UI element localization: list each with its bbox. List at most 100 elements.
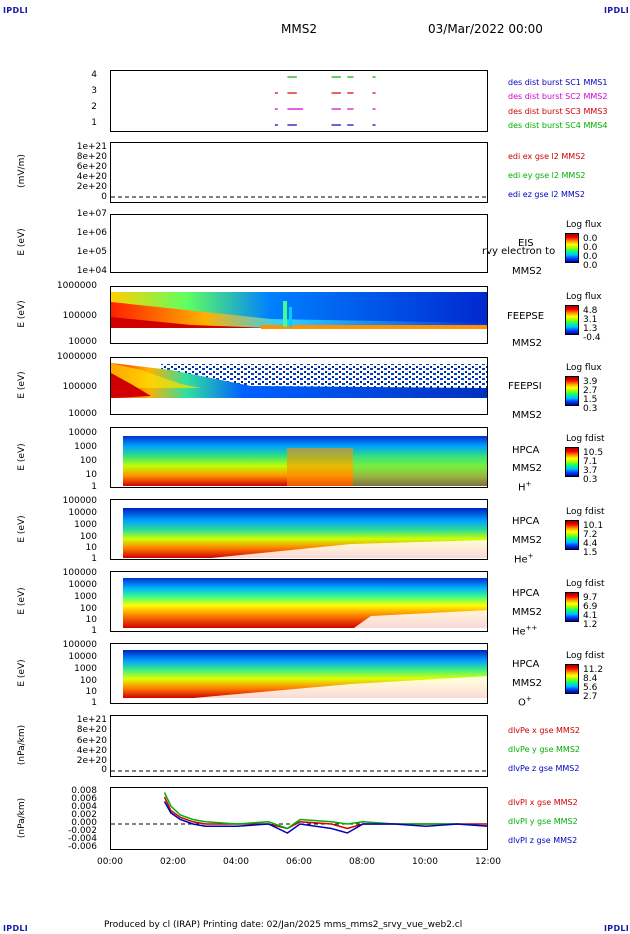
hpca-he1-cb-v3: 1.5	[583, 548, 598, 558]
dlvpe-tick-2: 6e+20	[76, 736, 107, 746]
dlvpi-plot	[111, 792, 487, 834]
feepsi-label: FEEPSI	[508, 381, 542, 392]
dlvpi-legend-y: dlvPI y gse MMS2	[508, 817, 578, 826]
hpca-he2-tick-5: 1	[91, 626, 97, 636]
feepse-ylabel: E (eV)	[17, 300, 27, 328]
hpca-he2-tick-4: 10	[85, 615, 97, 625]
corner-label-top-left: IPDLI	[3, 6, 29, 15]
hpca-o-tick-4: 10	[85, 687, 97, 697]
feepsi-cb-v2: 1.5	[583, 395, 598, 405]
hpca-he1-species-name: He	[514, 554, 528, 566]
hpca-o-cb-v2: 5.6	[583, 683, 598, 693]
burst-legend-1: des dist burst SC1 MMS1	[508, 78, 608, 87]
dlvpi-legend-z: dlvPI z gse MMS2	[508, 836, 578, 845]
dlvpi-tick-2: 0.004	[71, 802, 97, 812]
edi-tick-1: 8e+20	[76, 152, 107, 162]
hpca-he2-cb-v2: 4.1	[583, 611, 598, 621]
hpca-he2-charge: ++	[525, 624, 538, 632]
panel-hpca-h	[110, 427, 488, 488]
panel-hpca-he1	[110, 499, 488, 560]
dlvpe-tick-5: 0	[101, 765, 107, 775]
hpca-he1-label: HPCA	[512, 516, 540, 527]
hpca-o-tick-0: 100000	[62, 640, 97, 650]
burst-legend-3: des dist burst SC3 MMS3	[508, 107, 608, 116]
feepsi-cb-v3: 0.3	[583, 404, 598, 414]
eis-tick-0: 1e+07	[76, 209, 107, 219]
hpca-he1-cb-v1: 7.2	[583, 530, 598, 540]
dlvpi-tick-4: 0.000	[71, 818, 97, 828]
dlvpi-tick-3: 0.002	[71, 810, 97, 820]
dlvpi-tick-0: 0.008	[71, 786, 97, 796]
hpca-he2-label: HPCA	[512, 588, 540, 599]
feepsi-spectrogram	[111, 358, 487, 414]
eis-tick-1: 1e+06	[76, 228, 107, 238]
hpca-h-spacecraft: MMS2	[512, 463, 542, 474]
hpca-o-spacecraft: MMS2	[512, 678, 542, 689]
dlvpe-legend-y: dlvPe y gse MMS2	[508, 745, 580, 754]
hpca-he1-cb-title: Log fdist	[566, 507, 605, 517]
hpca-h-tick-3: 10	[85, 470, 97, 480]
feepse-tick-1: 100000	[62, 311, 97, 321]
feepsi-cb-v1: 2.7	[583, 386, 598, 396]
edi-tick-4: 2e+20	[76, 182, 107, 192]
dlvpi-tick-5: -0.002	[67, 826, 97, 836]
feepse-cb-v1: 3.1	[583, 315, 598, 325]
feepse-cb-v2: 1.3	[583, 324, 598, 334]
dlvpi-tick-6: -0.004	[67, 834, 97, 844]
hpca-he2-tick-0: 100000	[62, 568, 97, 578]
feepse-cb-title: Log flux	[566, 292, 602, 302]
hpca-he2-tick-1: 10000	[68, 580, 97, 590]
hpca-o-charge: +	[525, 695, 532, 703]
hpca-he1-tick-5: 1	[91, 554, 97, 564]
hpca-h-tick-2: 100	[79, 456, 97, 466]
hpca-o-label: HPCA	[512, 659, 540, 670]
hpca-o-colorbar	[565, 664, 579, 694]
hpca-he2-cb-v0: 9.7	[583, 593, 598, 603]
eis-tick-3: 1e+04	[76, 266, 107, 276]
panel-burst	[110, 70, 488, 132]
burst-tick-4: 4	[91, 70, 97, 80]
hpca-he1-colorbar	[565, 520, 579, 550]
hpca-o-cb-v0: 11.2	[583, 665, 604, 675]
hpca-o-cb-title: Log fdist	[566, 651, 605, 661]
hpca-o-spectrogram	[111, 650, 487, 702]
feepse-cb-v0: 4.8	[583, 306, 598, 316]
hpca-o-tick-2: 1000	[74, 664, 97, 674]
dlvpi-tick-7: -0.006	[67, 842, 97, 852]
feepse-tick-2: 10000	[68, 337, 97, 347]
eis-tick-2: 1e+05	[76, 247, 107, 257]
edi-ylabel: (mV/m)	[17, 154, 27, 188]
hpca-he2-tick-3: 100	[79, 604, 97, 614]
feepsi-cb-title: Log flux	[566, 363, 602, 373]
panel-feepsi	[110, 357, 488, 415]
feepse-cb-v3: -0.4	[583, 333, 601, 343]
edi-legend-z: edi ez gse l2 MMS2	[508, 190, 585, 199]
hpca-he2-spacecraft: MMS2	[512, 607, 542, 618]
eis-cb-v2: 0.0	[583, 252, 598, 262]
hpca-he1-species: He+	[514, 552, 534, 565]
burst-legend-4: des dist burst SC4 MMS4	[508, 121, 608, 130]
hpca-he2-cb-v3: 1.2	[583, 620, 598, 630]
hpca-h-tick-0: 10000	[68, 428, 97, 438]
panel-hpca-o	[110, 643, 488, 704]
hpca-he2-species-name: He	[512, 626, 526, 638]
hpca-o-species: O+	[518, 695, 532, 708]
x-tick-1: 02:00	[160, 857, 186, 867]
edi-tick-3: 4e+20	[76, 172, 107, 182]
hpca-o-species-name: O	[518, 697, 526, 709]
panel-edi	[110, 142, 488, 203]
hpca-he2-cb-v1: 6.9	[583, 602, 598, 612]
feepse-tick-0: 1000000	[56, 281, 97, 291]
hpca-he2-colorbar	[565, 592, 579, 622]
hpca-he1-spectrogram	[123, 508, 487, 558]
hpca-o-tick-1: 10000	[68, 652, 97, 662]
corner-label-bottom-right: IPDLI	[604, 924, 630, 933]
eis-overlay-text: rvy electron to	[482, 246, 556, 257]
hpca-he1-spacecraft: MMS2	[512, 535, 542, 546]
edi-tick-5: 0	[101, 192, 107, 202]
hpca-h-cb-v2: 3.7	[583, 466, 598, 476]
header-datetime: 03/Mar/2022 00:00	[428, 22, 543, 36]
x-tick-3: 06:00	[286, 857, 312, 867]
burst-tick-2: 2	[91, 102, 97, 112]
hpca-he2-spectrogram	[123, 578, 487, 630]
